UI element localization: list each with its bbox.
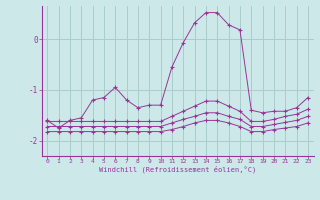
X-axis label: Windchill (Refroidissement éolien,°C): Windchill (Refroidissement éolien,°C) <box>99 166 256 173</box>
